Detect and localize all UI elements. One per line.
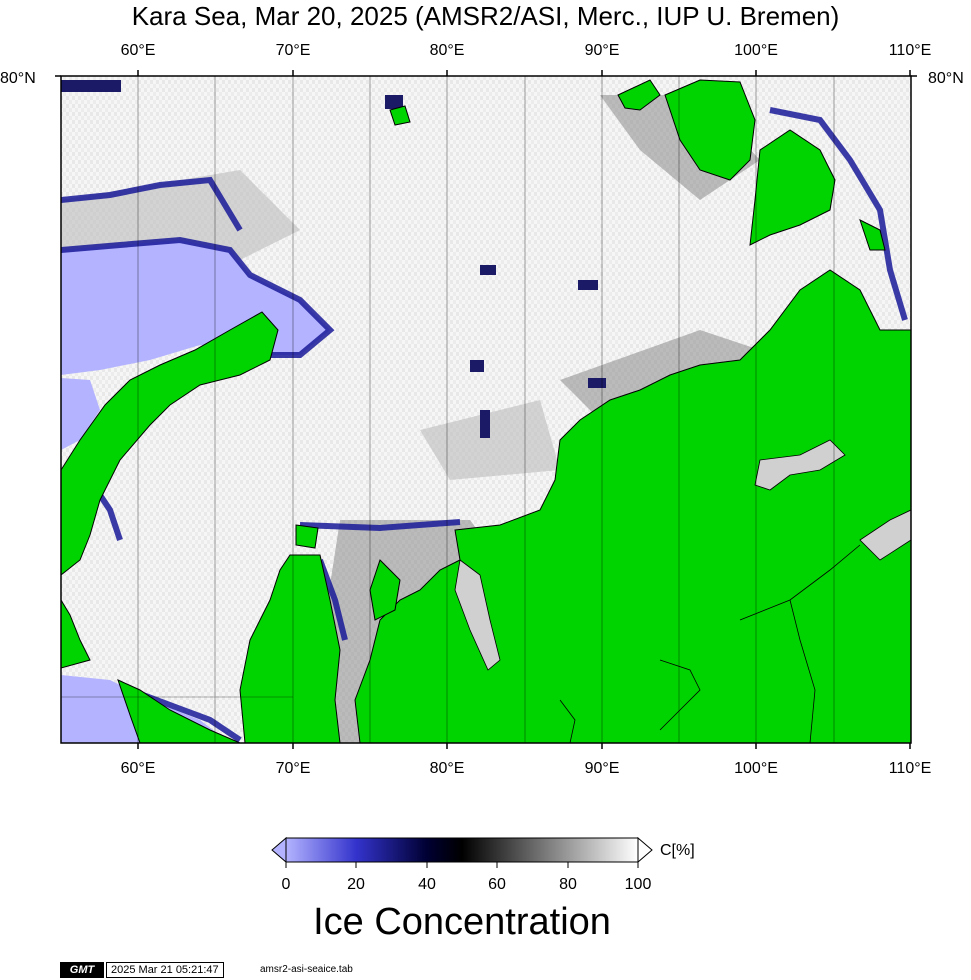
colorbar-low-arrow xyxy=(271,836,287,864)
lat-label-right: 80°N xyxy=(928,70,964,87)
timestamp: 2025 Mar 21 05:21:47 xyxy=(106,962,224,978)
lat-label-left: 80°N xyxy=(0,70,36,87)
colorbar-tick-60: 60 xyxy=(488,876,506,893)
yamal-peninsula xyxy=(239,554,341,743)
lon-tick-bottom-80: 80°E xyxy=(429,760,465,777)
colorbar-tick-100: 100 xyxy=(624,876,652,893)
colorbar-high-arrow xyxy=(637,836,653,864)
colorbar-tick-80: 80 xyxy=(559,876,577,893)
lon-tick-bottom-70: 70°E xyxy=(275,760,311,777)
ice-concentration-map xyxy=(55,70,917,868)
colorbar-title: Ice Concentration xyxy=(313,901,611,943)
lon-tick-bottom-100: 100°E xyxy=(734,760,778,777)
lon-tick-top-100: 100°E xyxy=(734,42,778,59)
land xyxy=(61,79,911,743)
severnaya-zemlya xyxy=(664,79,756,181)
graticule xyxy=(61,76,835,743)
colorbar-tick-20: 20 xyxy=(347,876,365,893)
lon-tick-top-110: 110°E xyxy=(888,42,932,59)
inland-ice xyxy=(454,439,911,671)
colorbar-unit: C[%] xyxy=(660,842,695,859)
source-file: amsr2-asi-seaice.tab xyxy=(260,964,353,975)
novaya-zemlya xyxy=(61,311,279,576)
lon-tick-top-70: 70°E xyxy=(275,42,311,59)
colorbar xyxy=(271,836,653,868)
lon-tick-bottom-60: 60°E xyxy=(120,760,156,777)
lon-tick-bottom-90: 90°E xyxy=(584,760,620,777)
lon-tick-top-90: 90°E xyxy=(584,42,620,59)
map-title: Kara Sea, Mar 20, 2025 (AMSR2/ASI, Merc.… xyxy=(131,1,840,31)
rivers xyxy=(559,544,861,743)
lon-tick-bottom-110: 110°E xyxy=(888,760,932,777)
gmt-logo: GMT xyxy=(60,962,104,978)
lon-tick-top-60: 60°E xyxy=(120,42,156,59)
colorbar-tick-0: 0 xyxy=(281,876,291,893)
lon-tick-top-80: 80°E xyxy=(429,42,465,59)
map-frame xyxy=(60,75,912,744)
colorbar-tick-40: 40 xyxy=(418,876,436,893)
